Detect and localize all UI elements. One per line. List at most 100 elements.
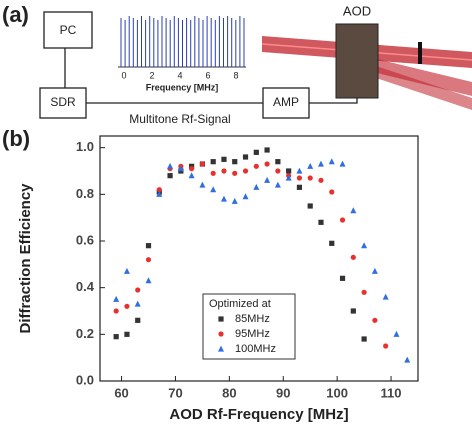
inset-tick-label: 2 <box>149 70 154 80</box>
marker <box>371 267 378 274</box>
legend-title: Optimized at <box>209 298 271 310</box>
marker <box>318 219 324 225</box>
marker <box>177 165 184 172</box>
marker <box>339 275 346 281</box>
marker <box>210 170 216 176</box>
marker <box>199 181 206 188</box>
marker <box>113 308 119 314</box>
marker <box>350 308 356 314</box>
marker <box>210 159 216 165</box>
marker <box>253 149 259 155</box>
marker <box>382 293 389 300</box>
y-tick-label: 1.0 <box>76 139 94 154</box>
marker <box>275 168 281 174</box>
marker <box>393 330 400 337</box>
marker <box>285 174 292 181</box>
legend: Optimized at 85MHz 95MHz 100MHz <box>202 293 296 360</box>
x-tick-label: 60 <box>114 385 128 400</box>
marker <box>264 147 270 153</box>
y-tick-label: 0.2 <box>76 326 94 341</box>
marker <box>134 300 141 307</box>
marker <box>145 257 152 263</box>
x-tick-label: 110 <box>381 385 402 400</box>
marker <box>350 254 356 260</box>
marker <box>218 345 224 352</box>
marker <box>167 162 174 169</box>
marker <box>361 336 367 342</box>
marker <box>210 186 217 193</box>
marker <box>318 177 324 183</box>
marker <box>124 331 130 337</box>
y-tick-label: 0.8 <box>76 186 94 201</box>
marker <box>221 156 227 162</box>
signal-label: Multitone Rf-Signal <box>129 112 230 126</box>
plot-frame <box>99 135 419 382</box>
x-tick-label: 90 <box>276 385 290 400</box>
marker <box>339 217 346 223</box>
panel-label: (a) <box>2 2 29 27</box>
marker <box>220 195 227 202</box>
legend-label: 100MHz <box>235 343 276 355</box>
marker <box>329 240 335 246</box>
pc-label: PC <box>60 23 77 37</box>
marker <box>231 197 238 204</box>
marker <box>329 189 335 195</box>
marker <box>253 163 259 169</box>
y-tick-label: 0.0 <box>76 372 94 387</box>
marker <box>264 176 271 183</box>
marker <box>242 154 249 160</box>
marker <box>113 334 119 340</box>
marker <box>372 317 378 323</box>
marker <box>188 172 195 179</box>
marker <box>307 175 313 181</box>
marker <box>232 159 238 165</box>
pc-box <box>43 11 93 49</box>
marker <box>383 343 389 349</box>
marker <box>124 303 130 309</box>
amp-label: AMP <box>273 95 299 109</box>
marker <box>232 170 238 176</box>
legend-label: 85MHz <box>235 313 270 325</box>
inset-tick-label: 8 <box>233 70 238 80</box>
x-tick-label: 80 <box>222 385 236 400</box>
amp-box <box>262 87 310 119</box>
spectrum-inset: Frequency [MHz] 0 2 4 6 8 <box>118 16 246 92</box>
x-tick-label: 70 <box>168 385 182 400</box>
marker <box>242 193 249 200</box>
marker <box>339 160 346 167</box>
y-axis-title: Diffraction Efficiency <box>17 183 34 334</box>
marker <box>404 356 411 363</box>
x-tick-label: 100 <box>326 385 348 400</box>
marker <box>361 289 367 295</box>
marker <box>361 242 368 249</box>
marker <box>135 287 141 293</box>
marker <box>307 162 314 169</box>
marker <box>123 267 130 274</box>
marker <box>156 187 162 193</box>
marker <box>218 316 224 322</box>
y-tick-label: 0.6 <box>76 232 94 247</box>
panel-label: (b) <box>2 126 30 151</box>
marker <box>317 160 324 167</box>
marker <box>307 203 313 209</box>
aod-crystal <box>335 23 379 99</box>
marker <box>242 168 249 174</box>
marker <box>156 190 163 197</box>
inset-tick-label: 4 <box>177 70 182 80</box>
aod-label: AOD <box>343 3 371 18</box>
marker <box>199 161 206 167</box>
marker <box>113 295 120 302</box>
marker <box>135 317 141 323</box>
marker <box>274 181 281 188</box>
y-tick-label: 0.4 <box>76 279 95 294</box>
sdr-label: SDR <box>50 95 76 109</box>
marker <box>296 184 303 190</box>
marker <box>264 161 270 167</box>
wire <box>309 98 358 104</box>
marker <box>275 159 281 165</box>
marker <box>218 331 224 337</box>
inset-tick-label: 6 <box>205 70 210 80</box>
marker <box>253 183 260 190</box>
x-axis-title: AOD Rf-Frequency [MHz] <box>169 406 348 423</box>
marker <box>350 207 357 214</box>
